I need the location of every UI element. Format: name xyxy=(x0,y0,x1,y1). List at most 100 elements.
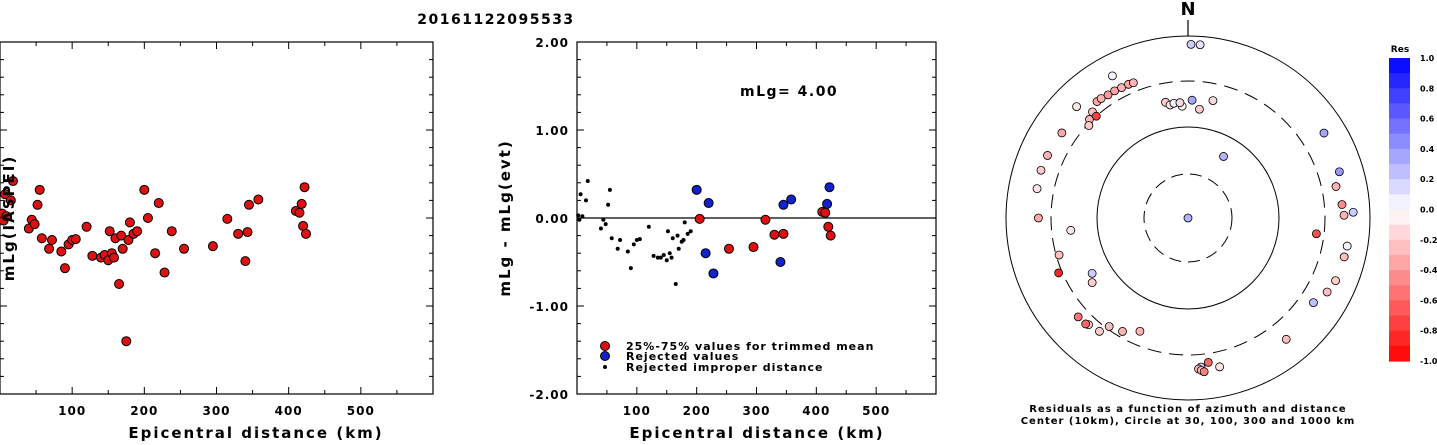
station-point xyxy=(1339,252,1349,262)
azimuth-distance-chart: N Residuals as a function of azimuth and… xyxy=(1005,0,1371,427)
colorbar-cell xyxy=(1389,270,1410,286)
improper-point xyxy=(661,252,666,257)
station-point xyxy=(1066,225,1076,235)
accepted-point xyxy=(723,243,734,254)
caption-line-1: Residuals as a function of azimuth and d… xyxy=(1029,404,1346,415)
data-point xyxy=(179,243,190,254)
data-point xyxy=(153,198,164,209)
station-point xyxy=(1175,98,1185,108)
improper-point xyxy=(576,213,581,218)
station-point xyxy=(1331,276,1340,286)
x-tick-label: 400 xyxy=(275,404,303,418)
station-point xyxy=(1337,200,1347,209)
x-tick-label: 200 xyxy=(130,404,158,418)
ring-dashed-inner xyxy=(1143,173,1233,263)
residual-colorbar: Res 1.0 0.8 0.6 0.4 0.2 0.0 -0.2 -0.4 -0.6 -0.8 -1… xyxy=(1389,45,1437,366)
data-point xyxy=(242,227,253,238)
station-point xyxy=(1215,362,1225,372)
data-point xyxy=(7,176,18,187)
colorbar-tick-label: -0.8 xyxy=(1420,327,1437,336)
x-ticks: 100 200 300 400 500 xyxy=(35,42,398,418)
data-point xyxy=(59,263,70,274)
rejected-point xyxy=(700,248,711,259)
data-point xyxy=(243,199,254,210)
improper-point xyxy=(667,251,672,256)
colorbar-tick-label: -0.4 xyxy=(1420,266,1437,275)
colorbar-tick-label: 0.4 xyxy=(1420,145,1435,154)
rejected-point xyxy=(708,268,719,279)
x-tick-label: 300 xyxy=(202,404,230,418)
data-point xyxy=(296,198,307,209)
colorbar-cell xyxy=(1389,103,1410,120)
improper-point xyxy=(651,253,656,258)
station-point xyxy=(1054,268,1064,278)
data-point xyxy=(0,189,11,200)
station-point xyxy=(1331,182,1341,191)
x-axis-label: Epicentral distance (km) xyxy=(128,424,383,441)
data-point xyxy=(150,248,161,259)
station-point xyxy=(1342,241,1352,251)
data-point xyxy=(121,336,132,347)
mlg-distance-chart: 100 200 300 400 500 2.003.004.005.006.00 Epi… xyxy=(0,41,434,442)
improper-point xyxy=(609,236,614,241)
colorbar-tick-label: -0.2 xyxy=(1420,236,1437,245)
accepted-point xyxy=(760,214,771,225)
colorbar-cell xyxy=(1389,58,1410,74)
rejected-point xyxy=(775,257,786,267)
colorbar-cell xyxy=(1389,209,1410,226)
data-point xyxy=(142,213,153,223)
rejected-point xyxy=(822,198,833,209)
data-point xyxy=(44,243,55,254)
improper-point xyxy=(631,242,636,247)
station-point xyxy=(1072,102,1081,111)
colorbar-cell xyxy=(1389,315,1410,332)
data-point xyxy=(114,279,125,289)
y-ticks: 2.003.004.005.006.00 xyxy=(0,41,433,395)
improper-point xyxy=(628,266,633,271)
improper-point xyxy=(577,217,582,222)
legend-item-improper: Rejected improper distance xyxy=(626,361,823,374)
station-point xyxy=(1081,319,1091,329)
data-points xyxy=(576,179,836,286)
station-point xyxy=(1034,213,1043,223)
station-point xyxy=(1219,152,1228,161)
station-point xyxy=(1103,90,1113,100)
data-point xyxy=(56,246,67,257)
station-point xyxy=(1203,358,1213,367)
improper-point xyxy=(665,229,670,234)
x-tick-label: 100 xyxy=(58,404,86,418)
accepted-point xyxy=(769,229,780,240)
station-point xyxy=(1087,278,1097,288)
improper-point xyxy=(675,233,680,238)
data-point xyxy=(46,235,57,245)
station-point xyxy=(1208,96,1218,106)
legend-item-rejected: Rejected values xyxy=(626,350,739,363)
legend-swatch-accepted xyxy=(600,341,610,351)
colorbar-cell xyxy=(1389,285,1410,301)
legend-swatch-rejected xyxy=(600,351,610,361)
colorbar-cell xyxy=(1389,148,1410,165)
data-point xyxy=(109,252,120,263)
station-point xyxy=(1186,39,1196,49)
accepted-point xyxy=(748,242,759,253)
improper-point xyxy=(646,224,651,229)
improper-point xyxy=(607,187,612,192)
station-point xyxy=(1104,322,1114,331)
improper-point xyxy=(682,220,687,225)
y-tick-label: 2.00 xyxy=(535,36,569,50)
data-point xyxy=(104,226,115,237)
caption-line-2: Center (10km), Circle at 30, 100, 300 an… xyxy=(1021,416,1356,427)
colorbar-tick-label: 0.0 xyxy=(1420,206,1435,215)
station-point xyxy=(1073,312,1083,322)
station-point xyxy=(1087,268,1097,278)
ring-dashed-outer xyxy=(1050,80,1326,356)
improper-point xyxy=(658,255,663,260)
y-tick-label: -1.00 xyxy=(529,300,569,314)
station-point xyxy=(1108,71,1117,81)
data-point xyxy=(87,250,98,261)
data-point xyxy=(222,213,233,224)
improper-point xyxy=(606,202,611,207)
data-point xyxy=(29,219,40,230)
rejected-point xyxy=(778,199,789,210)
data-point xyxy=(132,226,143,237)
